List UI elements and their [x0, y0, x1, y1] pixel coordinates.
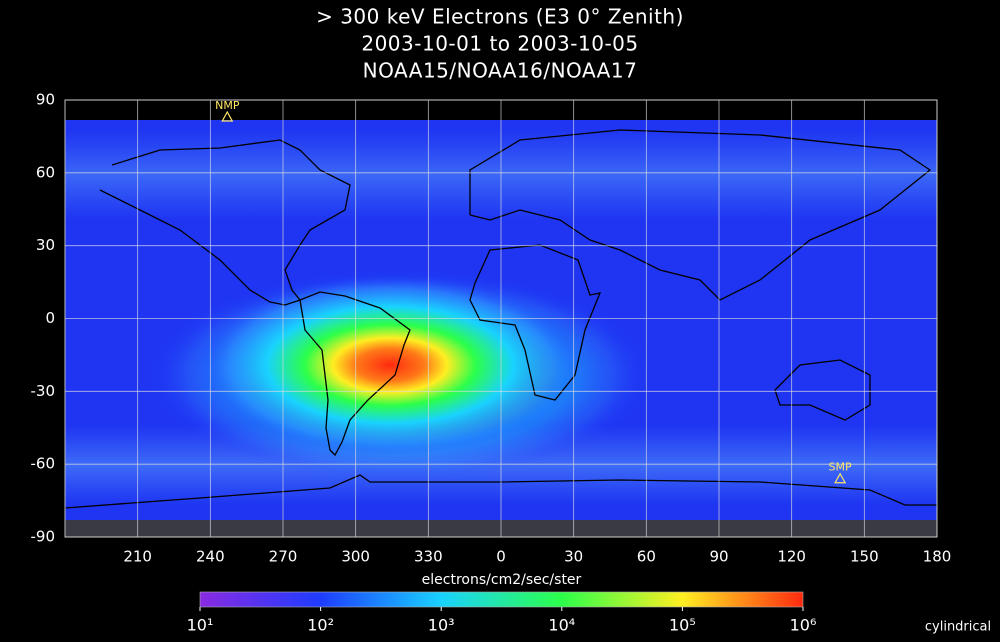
y-tick-label: 90 [36, 91, 55, 109]
colorbar-tick-label: 10¹ [187, 616, 214, 635]
projection-label: cylindrical [925, 620, 991, 635]
pole-label: NMP [215, 99, 240, 112]
x-tick-label: 270 [269, 548, 298, 566]
chart-title: > 300 keV Electrons (E3 0° Zenith) [316, 5, 684, 29]
colorbar-tick-label: 10⁵ [669, 616, 696, 635]
x-tick-label: 60 [637, 548, 656, 566]
x-tick-label: 90 [709, 548, 728, 566]
y-tick-label: -90 [31, 528, 56, 546]
x-tick-label: 150 [850, 548, 879, 566]
colorbar-label: electrons/cm2/sec/ster [422, 572, 582, 588]
x-tick-label: 330 [414, 548, 443, 566]
x-tick-label: 300 [341, 548, 370, 566]
coastline [65, 474, 937, 509]
y-tick-label: 60 [36, 163, 55, 181]
pole-label: SMP [829, 461, 852, 474]
coastline [99, 139, 351, 306]
colorbar-tick-label: 10³ [428, 616, 455, 635]
chart-subtitle: 2003-10-01 to 2003-10-05 [361, 32, 638, 56]
colorbar-tick-label: 10⁶ [790, 616, 817, 635]
colorbar-tick-label: 10² [307, 616, 334, 635]
y-tick-label: -60 [31, 455, 56, 473]
x-tick-label: 120 [777, 548, 806, 566]
y-tick-label: -30 [31, 382, 56, 400]
colorbar [199, 591, 804, 608]
chart-subtitle: NOAA15/NOAA16/NOAA17 [363, 59, 638, 83]
coastline [774, 359, 871, 421]
coastline [299, 291, 411, 457]
pole-marker [221, 110, 234, 122]
x-tick-label: 30 [564, 548, 583, 566]
coastline [469, 244, 602, 401]
pole-marker [834, 472, 847, 484]
x-tick-label: 0 [496, 548, 506, 566]
colorbar-tick-label: 10⁴ [548, 616, 575, 635]
y-tick-label: 30 [36, 236, 55, 254]
x-tick-label: 210 [123, 548, 152, 566]
coastline [469, 129, 932, 301]
x-tick-label: 240 [196, 548, 225, 566]
y-tick-label: 0 [45, 309, 55, 327]
x-tick-label: 180 [923, 548, 952, 566]
